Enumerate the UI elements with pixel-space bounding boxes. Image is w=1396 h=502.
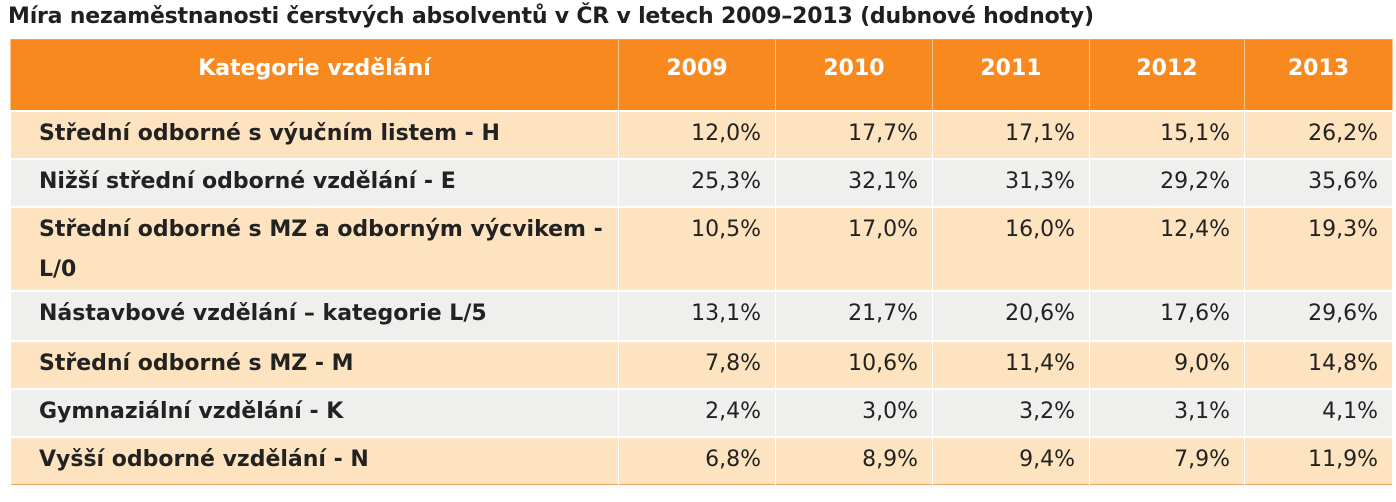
cell-2009: 12,0%	[618, 109, 776, 159]
cell-2010: 21,7%	[775, 289, 933, 341]
cell-2013: 26,2%	[1244, 109, 1393, 159]
cell-2010: 3,0%	[775, 387, 933, 437]
row-category: Střední odborné s MZ a odborným výcvikem…	[10, 205, 619, 291]
unemployment-table: Kategorie vzdělání 2009 2010 2011 2012 2…	[10, 39, 1393, 485]
row-category: Střední odborné s výučním listem - H	[10, 109, 619, 159]
cell-2011: 3,2%	[932, 387, 1090, 437]
column-header-category: Kategorie vzdělání	[10, 39, 619, 111]
cell-2012: 15,1%	[1089, 109, 1245, 159]
column-header-2009: 2009	[618, 39, 776, 111]
cell-2009: 6,8%	[618, 435, 776, 485]
row-category: Nástavbové vzdělání – kategorie L/5	[10, 289, 619, 341]
cell-2012: 17,6%	[1089, 289, 1245, 341]
column-header-2013: 2013	[1244, 39, 1393, 111]
cell-2010: 17,7%	[775, 109, 933, 159]
cell-2013: 35,6%	[1244, 157, 1393, 207]
table-row: Střední odborné s MZ a odborným výcvikem…	[10, 205, 1393, 291]
cell-2009: 2,4%	[618, 387, 776, 437]
cell-2009: 13,1%	[618, 289, 776, 341]
column-header-2012: 2012	[1089, 39, 1245, 111]
cell-2010: 10,6%	[775, 339, 933, 389]
cell-2009: 25,3%	[618, 157, 776, 207]
cell-2012: 29,2%	[1089, 157, 1245, 207]
table-header-row: Kategorie vzdělání 2009 2010 2011 2012 2…	[10, 39, 1393, 111]
cell-2012: 9,0%	[1089, 339, 1245, 389]
row-category: Gymnaziální vzdělání - K	[10, 387, 619, 437]
table-row: Vyšší odborné vzdělání - N 6,8% 8,9% 9,4…	[10, 435, 1393, 485]
row-category: Vyšší odborné vzdělání - N	[10, 435, 619, 485]
cell-2010: 17,0%	[775, 205, 933, 291]
row-category: Střední odborné s MZ - M	[10, 339, 619, 389]
table-row: Gymnaziální vzdělání - K 2,4% 3,0% 3,2% …	[10, 387, 1393, 437]
cell-2012: 7,9%	[1089, 435, 1245, 485]
cell-2013: 14,8%	[1244, 339, 1393, 389]
cell-2012: 3,1%	[1089, 387, 1245, 437]
cell-2011: 16,0%	[932, 205, 1090, 291]
table-row: Střední odborné s výučním listem - H 12,…	[10, 109, 1393, 159]
cell-2013: 19,3%	[1244, 205, 1393, 291]
cell-2013: 29,6%	[1244, 289, 1393, 341]
cell-2011: 17,1%	[932, 109, 1090, 159]
cell-2011: 31,3%	[932, 157, 1090, 207]
cell-2009: 10,5%	[618, 205, 776, 291]
column-header-2011: 2011	[932, 39, 1090, 111]
cell-2013: 11,9%	[1244, 435, 1393, 485]
table-row: Nástavbové vzdělání – kategorie L/5 13,1…	[10, 289, 1393, 341]
table-row: Střední odborné s MZ - M 7,8% 10,6% 11,4…	[10, 339, 1393, 389]
cell-2012: 12,4%	[1089, 205, 1245, 291]
cell-2011: 9,4%	[932, 435, 1090, 485]
cell-2010: 32,1%	[775, 157, 933, 207]
table-row: Nižší střední odborné vzdělání - E 25,3%…	[10, 157, 1393, 207]
row-category: Nižší střední odborné vzdělání - E	[10, 157, 619, 207]
cell-2009: 7,8%	[618, 339, 776, 389]
column-header-2010: 2010	[775, 39, 933, 111]
cell-2011: 20,6%	[932, 289, 1090, 341]
cell-2011: 11,4%	[932, 339, 1090, 389]
cell-2013: 4,1%	[1244, 387, 1393, 437]
cell-2010: 8,9%	[775, 435, 933, 485]
table-title: Míra nezaměstnanosti čerstvých absolvent…	[8, 4, 1094, 29]
